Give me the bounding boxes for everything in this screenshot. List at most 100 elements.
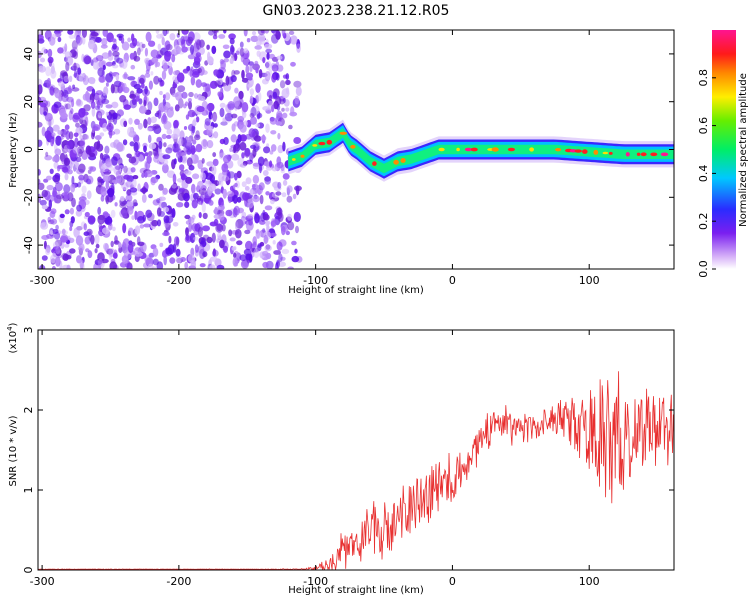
signal-ridge-hotspot [464,147,472,152]
y-tick-label: 0 [22,567,35,574]
heatmap-noise-cell [181,30,189,35]
signal-ridge-hotspot [456,147,460,152]
heatmap-noise-cell [112,64,119,69]
heatmap-noise-cell [57,130,63,135]
heatmap-noise-cell [116,142,124,152]
heatmap-noise-cell [233,144,237,153]
heatmap-noise-cell [228,229,233,237]
heatmap-noise-cell [197,159,204,170]
heatmap-noise-cell [173,120,179,129]
heatmap-noise-cell [281,30,286,37]
heatmap-noise-cell [54,30,63,33]
heatmap-noise-cell [238,90,244,100]
heatmap-noise-cell [104,218,113,224]
heatmap-noise-cell [55,135,62,146]
heatmap-noise-cell [116,109,124,117]
signal-ridge-hotspot [300,154,305,158]
heatmap-noise-cell [78,174,85,181]
heatmap-noise-cell [254,45,262,50]
heatmap-noise-cell [251,30,257,36]
heatmap-noise-cell [55,224,59,231]
heatmap-noise-cell [265,244,271,250]
heatmap-noise-cell [122,238,130,247]
heatmap-noise-cell [104,145,110,154]
heatmap-noise-cell [225,209,233,217]
heatmap-noise-cell [72,147,80,154]
heatmap-noise-cell [129,42,136,49]
heatmap-noise-cell [209,174,215,184]
heatmap-noise-cell [225,75,230,86]
heatmap-noise-cell [129,90,135,98]
heatmap-noise-cell [147,134,152,144]
heatmap-noise-cell [282,141,286,152]
heatmap-noise-cell [64,43,68,53]
heatmap-noise-cell [57,36,62,43]
heatmap-noise-cell [239,47,245,57]
signal-ridge-hotspot [400,158,406,163]
heatmap-noise-cell [269,117,277,125]
heatmap-noise-cell [97,206,102,215]
heatmap-noise-cell [50,218,58,225]
heatmap-noise-cell [156,33,164,39]
heatmap-noise-cell [217,232,222,239]
heatmap-noise-cell [211,249,219,257]
heatmap-noise-cell [143,99,147,107]
heatmap-noise-cell [71,175,75,186]
heatmap-noise-cell [250,106,257,117]
signal-ridge-hotspot [593,149,599,155]
heatmap-noise-cell [265,60,272,70]
heatmap-noise-cell [250,35,259,43]
heatmap-noise-cell [75,122,80,128]
heatmap-noise-cell [145,59,149,67]
heatmap-noise-cell [252,195,260,203]
heatmap-noise-cell [257,91,262,102]
heatmap-noise-cell [194,244,199,253]
heatmap-noise-cell [102,30,109,37]
heatmap-noise-cell [122,139,128,146]
heatmap-noise-cell [158,77,163,83]
heatmap-noise-cell [51,265,56,269]
x-tick-label: 0 [449,575,456,588]
signal-ridge-hotspot [372,161,377,166]
signal-ridge-hotspot [625,152,630,157]
heatmap-noise-cell [44,112,53,122]
heatmap-noise-cell [204,118,211,126]
heatmap-noise-cell [44,130,52,140]
heatmap-noise-cell [120,36,125,44]
heatmap-noise-cell [162,187,168,195]
heatmap-noise-cell [219,58,224,65]
heatmap-noise-cell [64,243,70,248]
heatmap-noise-cell [221,175,230,182]
heatmap-noise-cell [285,230,290,236]
heatmap-noise-cell [255,123,261,128]
heatmap-noise-cell [127,126,134,137]
heatmap-noise-cell [203,196,211,204]
heatmap-noise-cell [184,214,191,220]
heatmap-noise-cell [264,43,273,49]
heatmap-noise-cell [290,61,296,67]
heatmap-noise-cell [92,124,101,132]
heatmap-noise-cell [255,83,261,94]
heatmap-noise-cell [264,71,271,82]
heatmap-noise-cell [216,264,225,269]
heatmap-noise-cell [152,199,160,206]
heatmap-noise-cell [55,31,62,38]
heatmap-noise-cell [175,254,182,264]
heatmap-noise-cell [100,44,108,49]
heatmap-noise-cell [195,116,200,123]
heatmap-noise-cell [79,259,84,269]
heatmap-noise-cell [153,75,160,85]
heatmap-noise-cell [87,250,93,259]
heatmap-noise-cell [114,202,118,207]
heatmap-noise-cell [291,255,300,263]
heatmap-noise-cell [50,91,55,96]
heatmap-noise-cell [234,52,238,62]
heatmap-noise-cell [150,71,154,76]
heatmap-noise-cell [217,205,225,211]
heatmap-noise-cell [172,143,179,153]
heatmap-noise-cell [50,65,56,75]
heatmap-noise-cell [144,172,148,178]
heatmap-noise-cell [185,148,192,155]
heatmap-noise-cell [271,73,277,83]
heatmap-noise-cell [244,147,251,157]
